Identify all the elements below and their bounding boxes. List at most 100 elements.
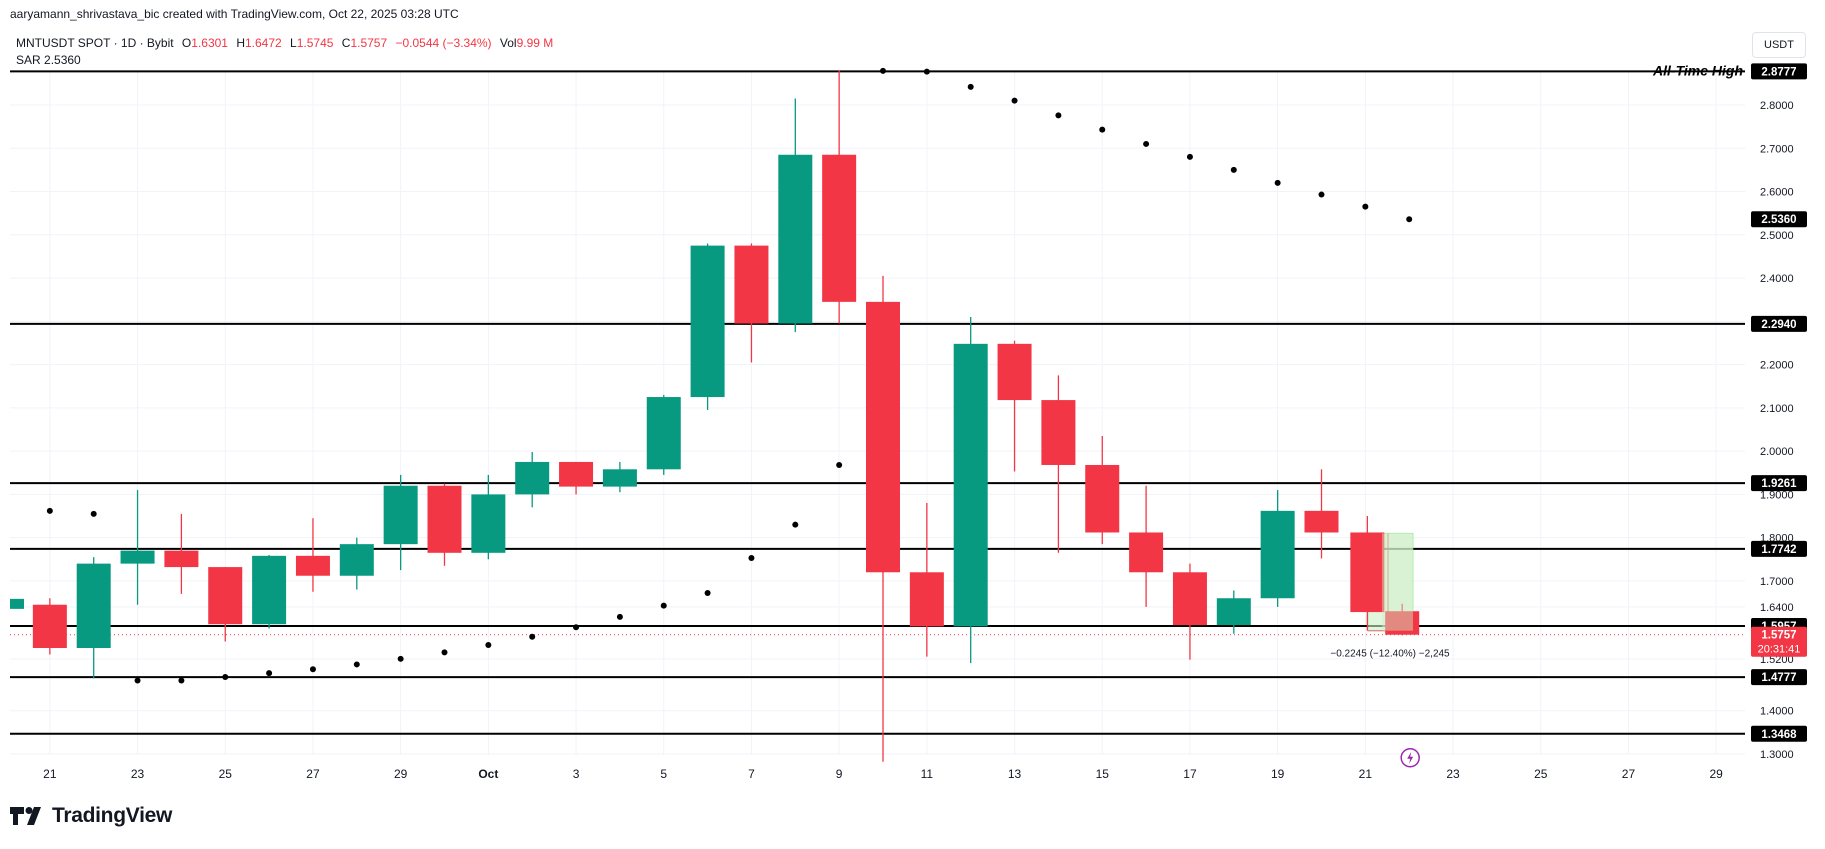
close-value: C1.5757 (342, 36, 387, 50)
high-label: H (236, 36, 245, 50)
tradingview-logo-icon (10, 807, 41, 825)
candle-body (339, 544, 374, 576)
tradingview-logo[interactable]: TradingView (10, 804, 172, 828)
candle-body (1129, 532, 1164, 573)
sar-dot (1274, 179, 1281, 186)
candle-body (76, 563, 111, 648)
candle-body (690, 245, 725, 398)
x-tick-label: 27 (1622, 767, 1636, 781)
sar-dot (748, 555, 755, 562)
x-tick-label: Oct (478, 767, 498, 781)
candle-body (997, 343, 1032, 401)
x-tick-label: 5 (660, 767, 667, 781)
sar-dot (222, 673, 229, 680)
sar-dot (1011, 97, 1018, 104)
candle-body (164, 550, 199, 568)
sar-dot (704, 590, 711, 597)
y-tick-label: 1.9000 (1760, 489, 1794, 501)
low-value: L1.5745 (290, 36, 333, 50)
sar-dot (529, 633, 536, 640)
level-price-tag: 2.8777 (1761, 66, 1796, 78)
level-price-tag: 1.7742 (1761, 544, 1796, 556)
candle-body (1260, 510, 1295, 599)
sar-dot (1230, 166, 1237, 173)
symbol-legend: MNTUSDT SPOT · 1D · Bybit O1.6301 H1.647… (16, 36, 558, 50)
candle-body (1041, 400, 1076, 465)
countdown-tag: 20:31:41 (1758, 644, 1801, 656)
y-tick-label: 2.2000 (1760, 360, 1794, 372)
volume-value: Vol9.99 M (500, 36, 553, 50)
currency-button[interactable]: USDT (1752, 32, 1806, 58)
x-tick-label: 9 (836, 767, 843, 781)
sar-dot (616, 613, 623, 620)
low-label: L (290, 36, 297, 50)
x-tick-label: 25 (1534, 767, 1548, 781)
current-price-tag: 1.5757 (1761, 630, 1796, 642)
candle-prior-body (1350, 532, 1385, 613)
sar-dot (46, 507, 53, 514)
level-price-tag-bg (1751, 540, 1807, 557)
high-value: H1.6472 (236, 36, 281, 50)
change-value: −0.0544 (−3.34%) (395, 36, 492, 50)
x-tick-label: 21 (1359, 767, 1373, 781)
sar-dot (178, 677, 185, 684)
sar-dot (967, 83, 974, 90)
y-tick-label: 2.6000 (1760, 187, 1794, 199)
close-label: C (341, 36, 351, 50)
y-tick-label: 1.4000 (1760, 706, 1794, 718)
chart-credit: aaryamann_shrivastava_bic created with T… (10, 7, 459, 21)
x-tick-label: 15 (1096, 767, 1110, 781)
level-price-tag-bg (1751, 475, 1807, 492)
level-price-tag: 1.3468 (1761, 729, 1797, 741)
y-tick-label: 1.7000 (1760, 576, 1794, 588)
level-price-tag-bg (1751, 315, 1807, 332)
candle-body (471, 494, 506, 553)
level-price-tag: 2.2940 (1761, 319, 1796, 331)
candle-body (1304, 510, 1339, 533)
x-tick-label: 29 (394, 767, 408, 781)
candle-body (1385, 611, 1420, 635)
sar-dot (397, 655, 404, 662)
sar-dot (1099, 126, 1106, 133)
y-tick-label: 2.1000 (1760, 403, 1794, 415)
level-price-tag: 1.9261 (1761, 478, 1797, 490)
candle-body (515, 461, 550, 495)
sar-value: 2.5360 (44, 53, 81, 67)
sar-dot (1143, 140, 1150, 147)
level-price-tag-bg (1751, 669, 1807, 686)
sar-dot (880, 67, 886, 74)
x-tick-label: 13 (1008, 767, 1022, 781)
level-price-tag-bg (1751, 725, 1807, 742)
candle-body (295, 555, 330, 576)
x-tick-label: 7 (748, 767, 755, 781)
sar-dot (836, 461, 843, 468)
measure-overlay (1382, 533, 1413, 631)
sar-dot (923, 68, 930, 75)
sar-price-tag: 2.5360 (1761, 214, 1796, 226)
symbol-name[interactable]: MNTUSDT SPOT · 1D · Bybit (16, 36, 174, 50)
y-tick-label: 2.8000 (1760, 100, 1794, 112)
x-tick-label: 25 (219, 767, 233, 781)
sar-dot (309, 666, 316, 673)
sar-dot (573, 624, 580, 631)
level-price-tag-bg (1751, 63, 1807, 80)
x-tick-label: 23 (1446, 767, 1460, 781)
candle-body (953, 343, 988, 627)
sar-price-tag-bg (1751, 211, 1807, 228)
sar-legend[interactable]: SAR 2.5360 (16, 53, 81, 67)
x-tick-label: 19 (1271, 767, 1285, 781)
level-price-tag: 1.4777 (1761, 672, 1796, 684)
candle-body (559, 461, 594, 487)
candle-body (1172, 572, 1207, 626)
candle-body (208, 567, 243, 625)
x-tick-label: 21 (43, 767, 57, 781)
y-tick-label: 2.5000 (1760, 230, 1794, 242)
x-tick-label: 23 (131, 767, 145, 781)
y-tick-label: 1.3000 (1760, 749, 1794, 761)
x-tick-label: 17 (1183, 767, 1197, 781)
sar-dot (1186, 153, 1193, 160)
candle-body (120, 550, 155, 564)
close-number: 1.5757 (350, 36, 388, 50)
price-chart[interactable]: −0.2245 (−12.40%) −2,245 All-Time High 1.3… (0, 0, 1825, 800)
current-price-tag-bg (1751, 626, 1807, 657)
